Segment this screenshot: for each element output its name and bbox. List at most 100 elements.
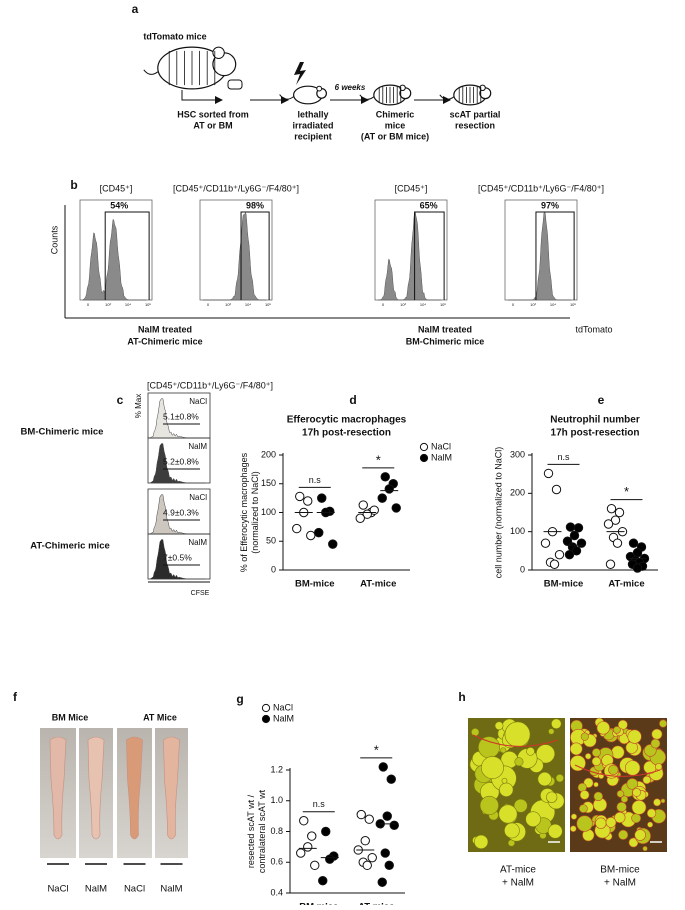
adipocyte xyxy=(595,817,607,829)
arrow xyxy=(181,90,223,104)
data-point xyxy=(292,523,302,534)
data-point xyxy=(328,539,338,549)
adipocyte xyxy=(551,718,562,730)
legend-swatch xyxy=(261,703,271,713)
data-point xyxy=(360,836,370,846)
y-label: % of Efferocytic macrophages xyxy=(239,452,249,572)
adipocyte xyxy=(627,729,642,744)
adipocyte xyxy=(537,771,552,787)
data-point xyxy=(571,546,582,556)
data-point xyxy=(549,559,560,569)
treatment-label: NalM xyxy=(160,884,182,895)
data-point xyxy=(364,814,374,824)
data-point xyxy=(384,484,394,494)
adipocyte xyxy=(504,721,531,748)
step-label: scAT partial xyxy=(450,109,501,119)
source-label: tdTomato mice xyxy=(143,31,206,41)
data-point xyxy=(295,491,305,502)
x-tick-label: 0 xyxy=(382,302,385,307)
step-label: Chimeric xyxy=(376,109,415,119)
data-point xyxy=(386,774,396,784)
adipocyte xyxy=(608,764,619,775)
y-label: Counts xyxy=(49,225,59,254)
x-tick-label: BM mice xyxy=(299,902,338,905)
y-tick-label: 0.6 xyxy=(270,857,283,867)
adipocyte xyxy=(514,757,524,767)
significance-label: * xyxy=(374,742,379,757)
group-label: NalM treated xyxy=(418,324,472,334)
histogram xyxy=(507,211,572,301)
step-label: HSC sorted from xyxy=(177,109,249,119)
cfse-percent: 7±0.5% xyxy=(163,552,192,562)
x-tick-label: 10⁵ xyxy=(570,302,576,307)
gate-percent: 54% xyxy=(110,200,128,210)
x-tick-label: 10³ xyxy=(530,302,536,307)
adipocyte xyxy=(596,721,610,735)
tissue xyxy=(126,736,143,840)
adipocyte xyxy=(576,815,593,832)
data-point xyxy=(377,877,387,887)
adipocyte xyxy=(579,790,590,800)
data-point xyxy=(303,496,313,506)
legend-label: NaCl xyxy=(273,702,293,712)
mouse-ear xyxy=(399,84,406,92)
step-label: (AT or BM mice) xyxy=(361,131,429,141)
histogram xyxy=(150,443,206,484)
data-point xyxy=(296,848,306,858)
gate-percent: 97% xyxy=(541,200,559,210)
adipocyte xyxy=(642,775,651,785)
group-label: AT-Chimeric mice xyxy=(127,336,202,346)
adipocyte xyxy=(500,747,507,754)
vessel xyxy=(574,764,661,777)
x-tick-label: BM-mice xyxy=(544,579,584,590)
plot-title: [CD45⁺/CD11b⁺/Ly6G⁻/F4/80⁺] xyxy=(173,183,299,193)
treatment-label: NaCl xyxy=(189,493,207,502)
adipocyte xyxy=(584,753,592,760)
plot-title: [CD45⁺] xyxy=(395,183,428,193)
panel-letter: g xyxy=(236,692,243,706)
adipocyte xyxy=(618,829,629,840)
adipocyte xyxy=(631,813,642,824)
caption: + NalM xyxy=(604,878,636,889)
adipocyte xyxy=(569,742,583,756)
x-label: tdTomato xyxy=(575,324,612,334)
adipocyte xyxy=(660,798,666,804)
y-tick-label: 100 xyxy=(510,526,525,536)
group-label: AT Mice xyxy=(143,712,177,722)
cfse-percent: 4.9±0.3% xyxy=(163,507,199,517)
adipocyte xyxy=(546,791,558,803)
adipocyte xyxy=(659,719,668,728)
data-point xyxy=(569,530,580,541)
y-label: contralateral scAT wt xyxy=(257,789,267,873)
x-tick-label: 10⁴ xyxy=(125,302,131,307)
legend-swatch xyxy=(261,714,271,724)
gate xyxy=(104,211,150,300)
adipocyte xyxy=(653,798,662,807)
data-point xyxy=(391,503,401,513)
step-label: recipient xyxy=(294,131,332,141)
adipocyte xyxy=(569,825,577,833)
mouse-tail xyxy=(279,94,294,100)
x-tick-label: 10⁵ xyxy=(145,302,151,307)
mouse-tail xyxy=(143,69,159,75)
data-point xyxy=(564,549,575,560)
adipocyte xyxy=(513,798,528,813)
gate-percent: 98% xyxy=(246,200,264,210)
adipocyte xyxy=(631,800,647,815)
y-label: (normalized to NaCl) xyxy=(250,471,260,554)
x-tick-label: 0 xyxy=(207,302,210,307)
group-label: BM-Chimeric mice xyxy=(406,336,485,346)
significance-label: * xyxy=(624,484,629,499)
data-point xyxy=(378,762,388,772)
x-tick-label: 10⁴ xyxy=(420,302,426,307)
y-tick-label: 0 xyxy=(271,564,276,574)
data-point xyxy=(321,826,331,837)
adipocyte xyxy=(611,745,625,759)
data-point xyxy=(369,505,379,515)
histogram xyxy=(202,211,267,301)
y-label: resected scAT wt / xyxy=(246,794,256,868)
mouse-tail xyxy=(439,94,455,100)
data-point xyxy=(632,563,643,573)
adipocyte xyxy=(593,791,603,802)
data-point xyxy=(325,854,335,864)
